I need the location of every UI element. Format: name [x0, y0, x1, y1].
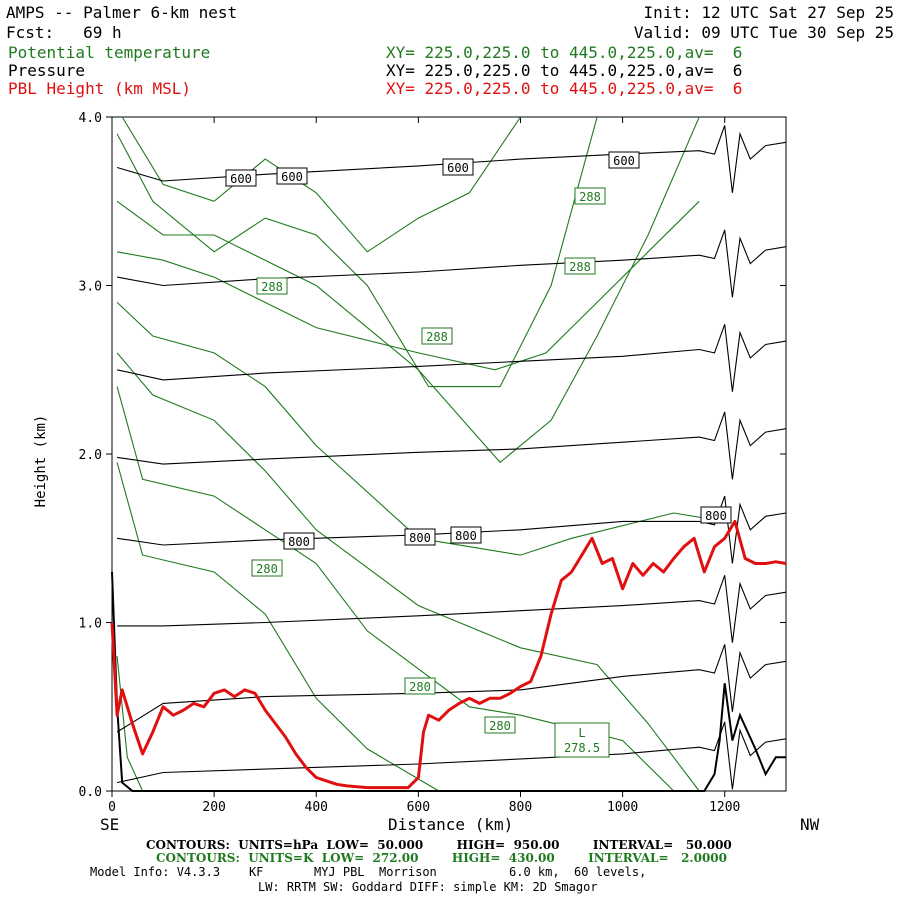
low-marker-value: 278.5	[564, 741, 600, 755]
pbl-height-line	[110, 519, 787, 790]
header-title: AMPS -- Palmer 6-km nest	[6, 3, 238, 22]
pressure-contour-700	[116, 324, 787, 392]
theta-label-box	[256, 277, 288, 295]
terrain-line	[111, 571, 786, 792]
theta-contour-label: 280	[489, 719, 511, 733]
endpoint-nw: NW	[800, 815, 820, 834]
pressure-contour-950	[116, 721, 787, 790]
pressure-label-box	[404, 528, 436, 546]
x-axis-title: Distance (km)	[388, 815, 514, 834]
x-tick-label: 400	[305, 800, 328, 815]
footer-hpa-contours: CONTOURS: UNITS=hPa LOW= 50.000 HIGH= 95…	[146, 838, 732, 852]
pressure-label-box	[450, 526, 482, 544]
field-pbl-label: PBL Height (km MSL)	[8, 79, 192, 98]
theta-contour-label: 288	[579, 190, 601, 204]
pressure-contour-label: 800	[409, 531, 431, 545]
pressure-contour-label: 600	[613, 154, 635, 168]
x-tick-label: 1200	[709, 800, 740, 815]
low-marker-letter: L	[578, 726, 585, 740]
field-pressure-xy: XY= 225.0,225.0 to 445.0,225.0,av= 6	[386, 61, 743, 80]
theta-label-box	[404, 677, 436, 695]
field-pressure-label: Pressure	[8, 61, 86, 80]
pressure-contour-label: 600	[230, 172, 252, 186]
header-fcst: Fcst: 69 h	[6, 23, 122, 42]
pressure-label-box	[225, 169, 257, 187]
y-tick-label: 0.0	[79, 785, 102, 800]
theta-contour-290	[116, 116, 700, 464]
pressure-label-box	[608, 151, 640, 169]
pressure-label-box	[283, 532, 315, 550]
pressure-label-box	[276, 167, 308, 185]
y-tick-label: 3.0	[79, 280, 102, 295]
x-tick-label: 600	[407, 800, 430, 815]
footer-model-info: Model Info: V4.3.3 KF MYJ PBL Morrison 6…	[90, 865, 647, 879]
pressure-contour-label: 600	[281, 170, 303, 184]
theta-contour-label: 288	[426, 330, 448, 344]
y-tick-label: 1.0	[79, 617, 102, 632]
theta-contour-278	[116, 656, 144, 792]
field-theta-xy: XY= 225.0,225.0 to 445.0,225.0,av= 6	[386, 43, 743, 62]
pressure-label-box	[700, 506, 732, 524]
theta-contour-292	[116, 116, 598, 388]
y-tick-label: 4.0	[79, 111, 102, 126]
theta-label-box	[421, 327, 453, 345]
low-marker-box	[554, 722, 610, 758]
theta-label-box	[564, 257, 596, 275]
plot-frame	[111, 116, 787, 792]
endpoint-se: SE	[100, 815, 120, 834]
field-pbl-xy: XY= 225.0,225.0 to 445.0,225.0,av= 6	[386, 79, 743, 98]
x-tick-label: 0	[108, 800, 116, 815]
theta-contour-284	[116, 352, 700, 792]
x-tick-label: 200	[202, 800, 225, 815]
header-init: Init: 12 UTC Sat 27 Sep 25	[643, 3, 894, 22]
pressure-label-box	[442, 158, 474, 176]
field-theta-label: Potential temperature	[8, 43, 211, 62]
theta-contour-294	[121, 116, 521, 253]
theta-contour-286	[116, 301, 725, 556]
pressure-contour-label: 800	[455, 529, 477, 543]
theta-contour-label: 280	[409, 680, 431, 694]
header-valid: Valid: 09 UTC Tue 30 Sep 25	[633, 23, 894, 42]
theta-label-box	[251, 559, 283, 577]
x-tick-label: 1000	[607, 800, 638, 815]
footer-k-contours: CONTOURS: UNITS=K LOW= 272.00 HIGH= 430.…	[156, 851, 727, 865]
y-axis-title: Height (km)	[33, 414, 49, 508]
pressure-contour-label: 800	[288, 535, 310, 549]
theta-contour-288	[117, 200, 700, 371]
theta-label-box	[484, 716, 516, 734]
pressure-contour-850	[117, 575, 787, 643]
footer-physics: LW: RRTM SW: Goddard DIFF: simple KM: 2D…	[258, 880, 598, 894]
theta-contour-280	[116, 462, 440, 792]
pressure-contour-650	[117, 229, 787, 298]
pressure-contour-label: 600	[447, 161, 469, 175]
x-tick-label: 800	[509, 800, 532, 815]
theta-contour-label: 280	[256, 562, 278, 576]
theta-label-box	[574, 187, 606, 205]
pressure-contour-900	[116, 644, 787, 733]
pressure-contour-label: 800	[705, 509, 727, 523]
theta-contour-label: 288	[261, 280, 283, 294]
pressure-contour-750	[117, 411, 787, 480]
y-tick-label: 2.0	[79, 448, 102, 463]
theta-contour-label: 288	[569, 260, 591, 274]
